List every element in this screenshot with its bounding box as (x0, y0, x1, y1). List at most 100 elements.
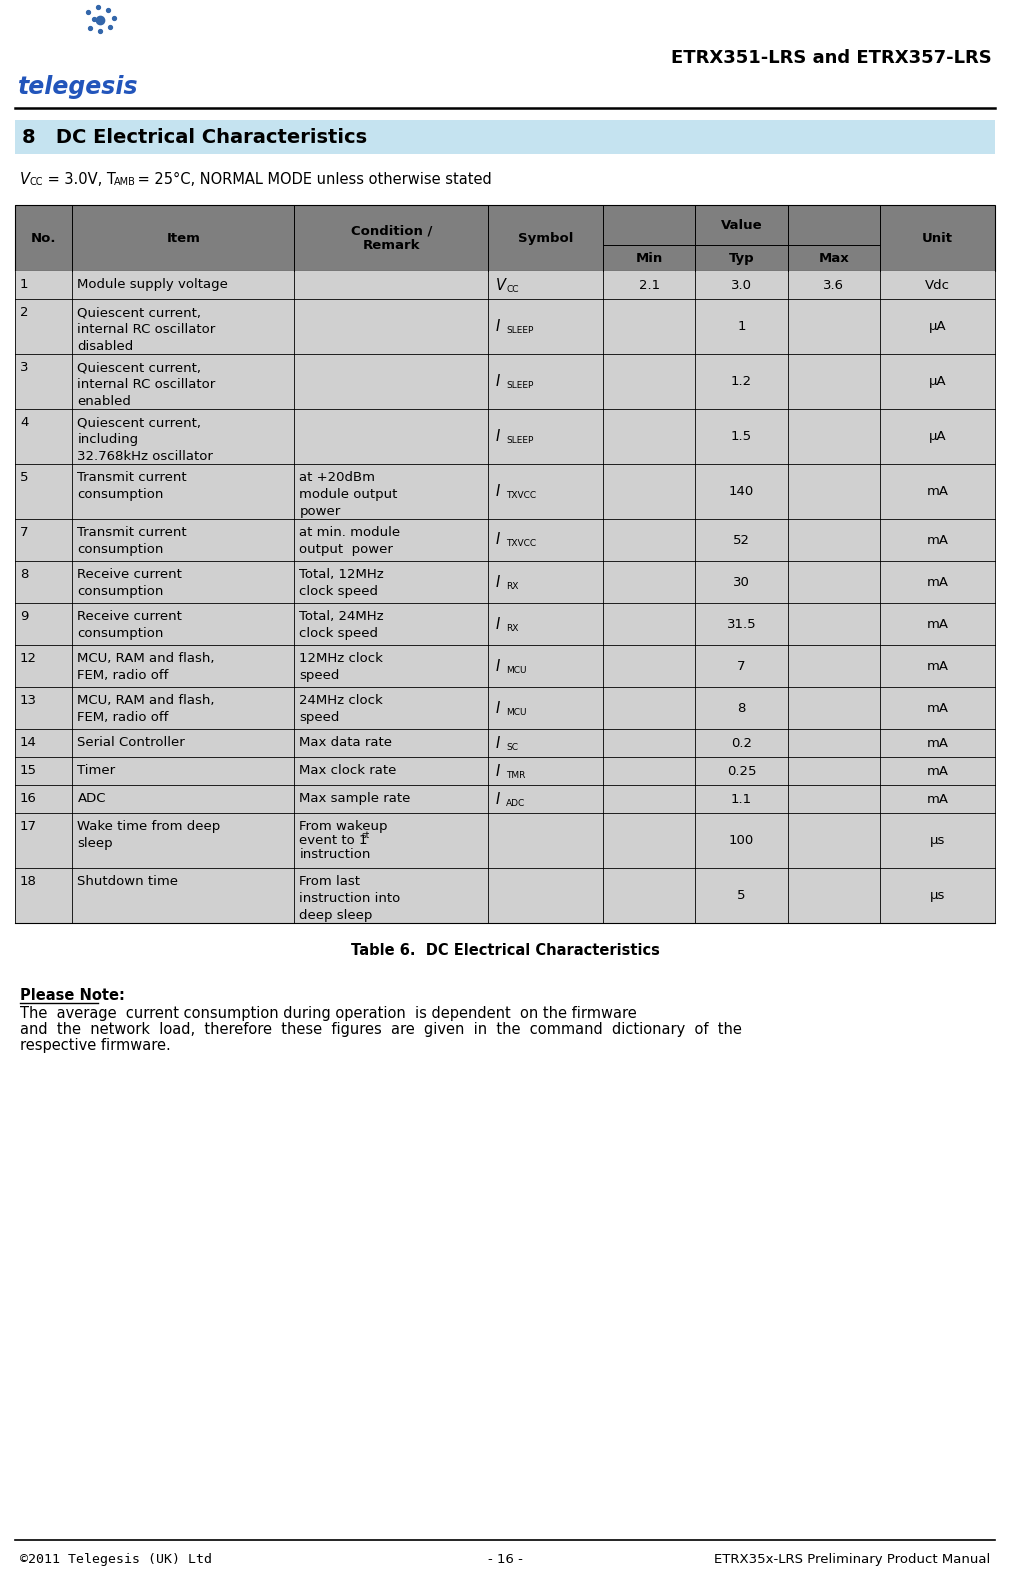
Text: 14: 14 (20, 735, 37, 750)
Text: = 3.0V, T: = 3.0V, T (43, 172, 116, 188)
Text: AMB: AMB (114, 177, 136, 188)
Bar (15, 353, 995, 409)
Text: 16: 16 (20, 792, 37, 805)
Text: No.: No. (31, 232, 57, 245)
Text: Value: Value (721, 218, 763, 232)
Text: respective firmware.: respective firmware. (20, 1038, 171, 1053)
Text: Serial Controller: Serial Controller (78, 735, 185, 750)
Text: 30: 30 (733, 576, 750, 589)
Text: ADC: ADC (506, 798, 525, 808)
Text: 31.5: 31.5 (727, 617, 756, 631)
Text: μA: μA (929, 320, 946, 333)
Text: 1: 1 (737, 320, 745, 333)
Text: RX: RX (506, 623, 518, 633)
Text: Table 6.  DC Electrical Characteristics: Table 6. DC Electrical Characteristics (350, 944, 660, 958)
Text: 9: 9 (20, 611, 28, 623)
Bar (15, 271, 995, 298)
Text: I: I (496, 429, 501, 443)
Text: 100: 100 (729, 835, 754, 847)
Text: 12: 12 (20, 652, 37, 664)
Text: μs: μs (930, 888, 945, 903)
Text: mA: mA (926, 617, 948, 631)
Bar (15, 868, 995, 923)
Text: I: I (496, 532, 501, 548)
Text: MCU: MCU (506, 666, 526, 674)
Text: mA: mA (926, 484, 948, 499)
Text: mA: mA (926, 702, 948, 715)
Text: 12MHz clock
speed: 12MHz clock speed (299, 652, 383, 682)
Text: MCU, RAM and flash,
FEM, radio off: MCU, RAM and flash, FEM, radio off (78, 694, 215, 724)
Text: CC: CC (29, 177, 42, 188)
Text: 5: 5 (737, 888, 745, 903)
Text: RX: RX (506, 582, 518, 590)
Text: Quiescent current,
internal RC oscillator
enabled: Quiescent current, internal RC oscillato… (78, 361, 216, 409)
Text: The  average  current consumption during operation  is dependent  on the firmwar: The average current consumption during o… (20, 1007, 636, 1021)
Text: Max sample rate: Max sample rate (299, 792, 411, 805)
Text: - 16 -: - 16 - (488, 1553, 522, 1565)
Text: Typ: Typ (729, 251, 754, 265)
Text: MCU, RAM and flash,
FEM, radio off: MCU, RAM and flash, FEM, radio off (78, 652, 215, 682)
Text: Receive current
consumption: Receive current consumption (78, 568, 183, 598)
Text: Max data rate: Max data rate (299, 735, 392, 750)
Text: Receive current
consumption: Receive current consumption (78, 611, 183, 641)
Text: Please Note:: Please Note: (20, 988, 125, 1004)
Text: telegesis: telegesis (18, 76, 138, 99)
Text: 4: 4 (20, 417, 28, 429)
Bar (15, 757, 995, 784)
Bar (15, 205, 995, 271)
Text: and  the  network  load,  therefore  these  figures  are  given  in  the  comman: and the network load, therefore these fi… (20, 1023, 742, 1037)
Text: Symbol: Symbol (518, 232, 574, 245)
Text: SLEEP: SLEEP (506, 327, 533, 335)
Text: 140: 140 (729, 484, 754, 499)
Text: 2: 2 (20, 306, 28, 319)
Text: I: I (496, 792, 501, 806)
Text: 5: 5 (20, 470, 28, 484)
Text: instruction: instruction (299, 847, 371, 862)
Text: mA: mA (926, 792, 948, 805)
Text: 8: 8 (737, 702, 745, 715)
Text: Total, 12MHz
clock speed: Total, 12MHz clock speed (299, 568, 384, 598)
Text: Shutdown time: Shutdown time (78, 874, 179, 888)
Text: 7: 7 (20, 525, 28, 540)
Text: Transmit current
consumption: Transmit current consumption (78, 525, 187, 555)
Bar (15, 686, 995, 729)
Bar (15, 603, 995, 645)
Bar (15, 813, 995, 868)
Text: From wakeup: From wakeup (299, 821, 388, 833)
Text: 3.6: 3.6 (823, 278, 844, 292)
Text: 52: 52 (733, 533, 750, 546)
Text: 13: 13 (20, 694, 37, 707)
Text: 8   DC Electrical Characteristics: 8 DC Electrical Characteristics (22, 128, 367, 147)
Text: Min: Min (635, 251, 663, 265)
Text: 0.2: 0.2 (731, 737, 752, 750)
Text: Wake time from deep
sleep: Wake time from deep sleep (78, 821, 221, 851)
Text: SLEEP: SLEEP (506, 436, 533, 445)
Text: μA: μA (929, 429, 946, 443)
Text: 18: 18 (20, 874, 37, 888)
Text: SLEEP: SLEEP (506, 380, 533, 390)
Text: I: I (496, 701, 501, 715)
Text: 1: 1 (20, 278, 28, 290)
Text: event to 1: event to 1 (299, 835, 368, 847)
Text: From last
instruction into
deep sleep: From last instruction into deep sleep (299, 874, 401, 922)
Text: I: I (496, 484, 501, 499)
Text: ETRX351-LRS and ETRX357-LRS: ETRX351-LRS and ETRX357-LRS (672, 49, 992, 66)
Text: Vdc: Vdc (925, 278, 950, 292)
Text: mA: mA (926, 533, 948, 546)
Text: 24MHz clock
speed: 24MHz clock speed (299, 694, 383, 724)
Text: 3: 3 (20, 361, 28, 374)
Text: mA: mA (926, 660, 948, 672)
Text: = 25°C, NORMAL MODE unless otherwise stated: = 25°C, NORMAL MODE unless otherwise sta… (133, 172, 492, 188)
Text: ETRX35x-LRS Preliminary Product Manual: ETRX35x-LRS Preliminary Product Manual (714, 1553, 990, 1565)
Bar (15, 120, 995, 155)
Bar (15, 645, 995, 686)
Bar (15, 562, 995, 603)
Text: I: I (496, 319, 501, 335)
Text: at +20dBm
module output
power: at +20dBm module output power (299, 470, 398, 518)
Text: Total, 24MHz
clock speed: Total, 24MHz clock speed (299, 611, 384, 641)
Text: μs: μs (930, 835, 945, 847)
Text: 8: 8 (20, 568, 28, 581)
Bar (15, 464, 995, 519)
Text: mA: mA (926, 576, 948, 589)
Text: 1.5: 1.5 (731, 429, 752, 443)
